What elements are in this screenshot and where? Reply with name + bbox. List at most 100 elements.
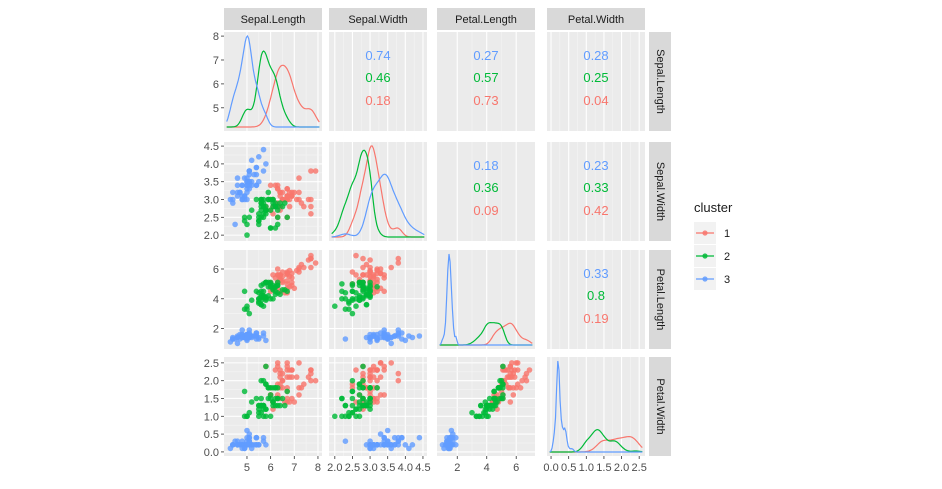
panel-background (437, 142, 535, 241)
point-cluster-1 (526, 367, 533, 373)
point-cluster-3 (416, 333, 423, 339)
panel-0-0 (224, 32, 322, 131)
point-cluster-1 (277, 370, 283, 377)
panel-0-1: 0.74 0.46 0.18 (329, 32, 427, 131)
density-line-cluster-3 (439, 253, 533, 346)
point-cluster-1 (514, 381, 521, 388)
point-cluster-1 (388, 264, 395, 271)
panel-1-0 (224, 142, 322, 241)
point-cluster-3 (234, 442, 241, 448)
correlation-value-cluster-3: 0.18 (473, 158, 498, 173)
point-cluster-2 (244, 232, 250, 238)
point-cluster-3 (384, 438, 391, 445)
point-cluster-2 (270, 203, 276, 210)
point-cluster-2 (360, 363, 366, 370)
point-cluster-3 (445, 442, 452, 448)
x-tick-label: 4.0 (398, 462, 413, 474)
point-cluster-1 (296, 196, 302, 203)
panel-0-3: 0.28 0.25 0.04 (547, 32, 645, 131)
point-cluster-2 (478, 402, 484, 409)
point-cluster-1 (370, 272, 377, 278)
point-cluster-3 (230, 336, 236, 342)
gridlines (246, 32, 319, 131)
legend-title: cluster (694, 200, 733, 215)
strip-label-right: Petal.Width (654, 378, 666, 434)
panel-background (547, 32, 645, 131)
point-cluster-1 (296, 360, 302, 366)
point-cluster-2 (360, 377, 366, 384)
point-cluster-1 (312, 168, 319, 174)
point-cluster-3 (381, 327, 388, 333)
strip-top-Sepal.Width (329, 8, 427, 30)
point-cluster-1 (367, 257, 373, 263)
point-cluster-2 (349, 395, 356, 402)
point-cluster-1 (279, 377, 286, 384)
x-tick-label: 3.5 (380, 462, 395, 474)
point-cluster-1 (360, 272, 366, 278)
point-cluster-2 (274, 395, 281, 402)
point-cluster-2 (360, 402, 366, 409)
point-cluster-1 (353, 367, 359, 373)
point-cluster-3 (342, 336, 349, 342)
panel-background (437, 250, 535, 349)
strip-top-Sepal.Length (224, 8, 322, 30)
point-cluster-2 (263, 207, 269, 213)
panel-1-1 (329, 142, 427, 241)
point-cluster-1 (377, 374, 384, 380)
point-cluster-3 (251, 442, 257, 448)
point-cluster-3 (260, 146, 267, 153)
point-cluster-3 (255, 336, 262, 342)
point-cluster-2 (339, 281, 345, 287)
panel-background (329, 142, 427, 241)
x-tick-label: 6 (268, 462, 274, 474)
gridlines (334, 142, 424, 241)
point-cluster-2 (255, 413, 262, 420)
point-cluster-2 (282, 200, 288, 206)
point-cluster-3 (246, 434, 253, 441)
correlation-value-cluster-1: 0.04 (583, 93, 608, 108)
point-cluster-1 (360, 264, 366, 271)
point-cluster-3 (246, 327, 253, 333)
point-cluster-3 (388, 340, 395, 347)
point-cluster-2 (258, 301, 265, 308)
point-cluster-1 (289, 275, 295, 281)
point-cluster-2 (356, 279, 363, 286)
correlation-value-cluster-2: 0.36 (473, 180, 498, 195)
point-cluster-2 (258, 395, 265, 402)
point-cluster-2 (349, 288, 356, 295)
point-cluster-2 (363, 291, 370, 298)
point-cluster-1 (381, 367, 388, 373)
point-cluster-2 (265, 196, 272, 203)
scatter-points (227, 360, 319, 452)
point-cluster-3 (239, 327, 245, 333)
point-cluster-2 (353, 303, 359, 310)
x-axis-Petal.Width: 0.0 0.5 1.0 1.5 2.0 2.5 (543, 456, 647, 474)
point-cluster-1 (308, 196, 314, 203)
point-cluster-2 (274, 214, 281, 221)
point-cluster-2 (241, 388, 248, 395)
point-cluster-1 (353, 272, 359, 278)
point-cluster-1 (367, 264, 373, 271)
point-cluster-1 (360, 255, 366, 262)
correlation-value-cluster-2: 0.57 (473, 70, 498, 85)
density-line-cluster-1 (226, 64, 320, 128)
x-tick-label: 0.0 (543, 462, 558, 474)
point-cluster-2 (284, 214, 291, 221)
point-cluster-1 (312, 377, 319, 384)
point-cluster-1 (284, 360, 291, 366)
point-cluster-2 (360, 385, 366, 391)
point-cluster-2 (246, 214, 253, 221)
point-cluster-1 (370, 374, 377, 380)
point-cluster-2 (284, 288, 291, 295)
panel-background (547, 250, 645, 349)
point-cluster-3 (377, 442, 384, 448)
legend-item-3: 3 (694, 268, 730, 290)
legend: cluster 1 2 3 (694, 200, 733, 290)
correlation-value-cluster-3: 0.23 (583, 158, 608, 173)
legend-label: 3 (724, 274, 730, 286)
point-cluster-3 (253, 434, 260, 441)
point-cluster-1 (374, 395, 380, 402)
point-cluster-2 (353, 413, 359, 420)
point-cluster-1 (284, 270, 291, 277)
